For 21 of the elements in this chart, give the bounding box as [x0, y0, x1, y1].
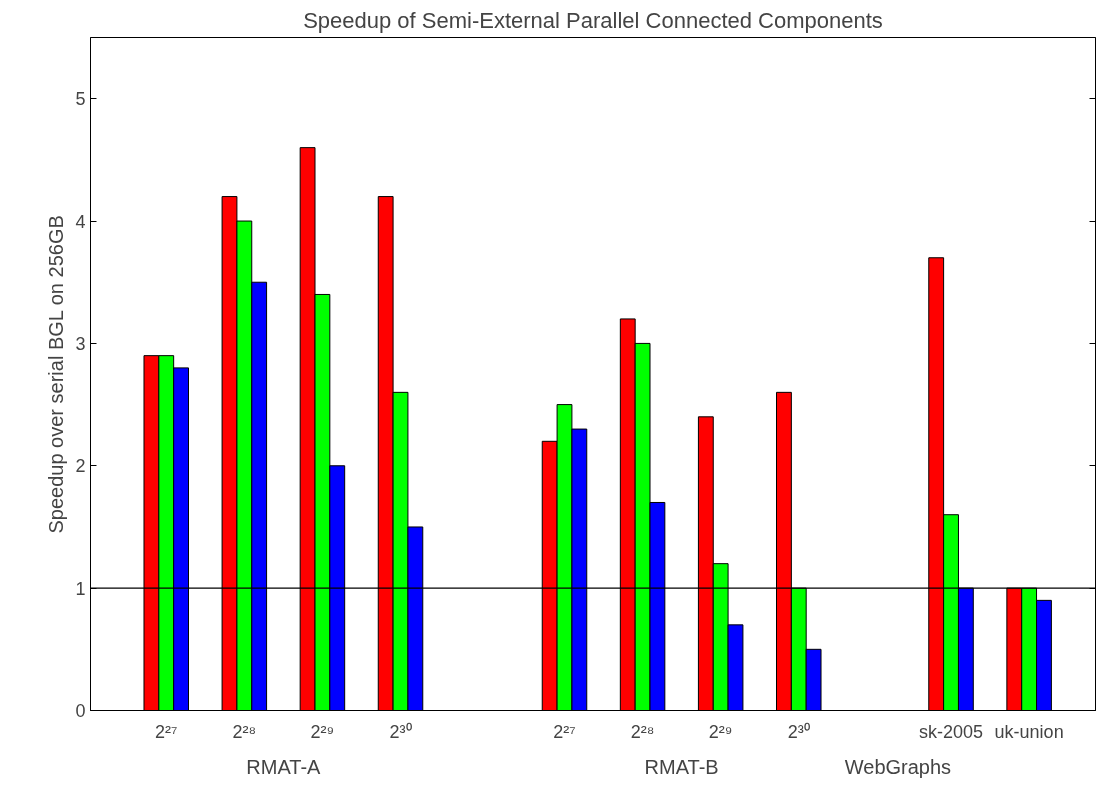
chart-title: Speedup of Semi-External Parallel Connected Components	[303, 7, 883, 33]
y-tick-label: 1	[75, 578, 86, 599]
y-tick-label: 5	[75, 89, 86, 110]
x-tick-label: 2²⁷	[154, 721, 178, 742]
x-tick-label: 2²⁸	[630, 721, 655, 742]
x-tick-label: 2³⁰	[787, 721, 810, 742]
y-tick-label: 0	[75, 701, 86, 721]
y-tick-label: 2	[75, 456, 86, 477]
text: RMAT-B	[644, 755, 719, 778]
x-tick-label: sk-2005	[919, 721, 984, 742]
x-tick-label: uk-union	[994, 721, 1064, 742]
x-tick-label: 2²⁹	[310, 721, 335, 742]
text: WebGraphs	[844, 755, 952, 778]
x-tick-label: 2²⁸	[232, 721, 257, 742]
y-axis-title: Speedup over serial BGL on 256GB	[45, 215, 68, 534]
text: RMAT-A	[246, 755, 322, 778]
x-tick-label: 2³⁰	[389, 721, 412, 742]
y-tick-label: 3	[75, 333, 86, 354]
y-tick-label: 4	[75, 211, 86, 232]
x-tick-label: 2²⁹	[708, 721, 733, 742]
x-tick-label: 2²⁷	[553, 721, 576, 742]
